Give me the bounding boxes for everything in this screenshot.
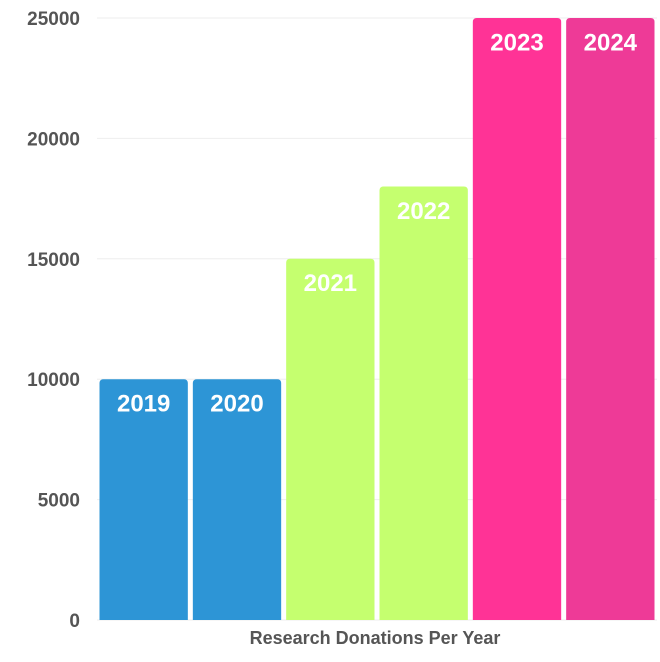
- bar: [379, 186, 468, 620]
- bar: [286, 258, 375, 620]
- y-tick-label: 5000: [38, 491, 80, 512]
- bar-label: 2023: [490, 29, 543, 56]
- bar-label: 2022: [397, 198, 450, 225]
- bar-label: 2021: [304, 270, 357, 297]
- bar: [192, 379, 282, 620]
- bar-label: 2020: [210, 391, 263, 418]
- chart-title: Research Donations Per Year: [250, 628, 501, 648]
- bar-label: 2024: [584, 29, 638, 56]
- y-tick-label: 10000: [27, 370, 80, 391]
- bar: [99, 379, 188, 620]
- y-tick-label: 20000: [27, 129, 80, 150]
- y-tick-label: 25000: [27, 9, 80, 30]
- bar-label: 2019: [117, 391, 170, 418]
- bar: [566, 18, 655, 620]
- y-tick-label: 0: [69, 611, 80, 632]
- bar: [472, 18, 562, 620]
- y-tick-label: 15000: [27, 250, 80, 271]
